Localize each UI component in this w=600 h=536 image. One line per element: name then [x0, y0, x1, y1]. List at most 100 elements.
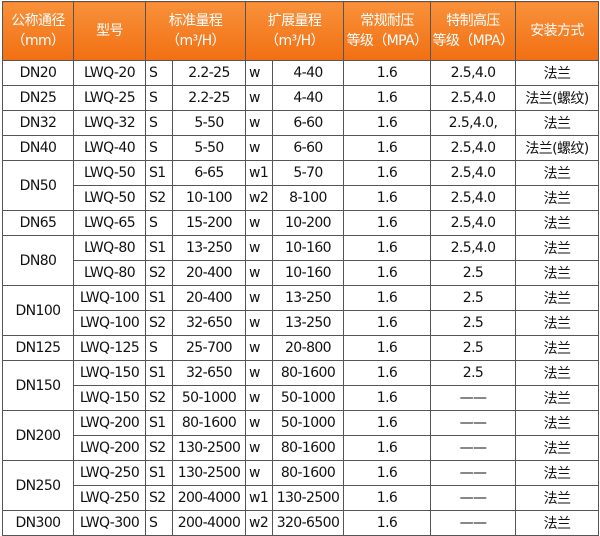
cell-install: 法兰 [515, 485, 599, 511]
cell-normal-pressure: 1.6 [343, 160, 431, 186]
cell-special-pressure: 2.5,4.0 [430, 185, 516, 211]
cell-special-pressure: 2.5,4.0 [430, 160, 516, 186]
cell-model: LWQ-65 [73, 210, 146, 236]
cell-ext-range: 130-2500 [272, 485, 344, 511]
cell-model: LWQ-50 [73, 185, 146, 211]
cell-install: 法兰 [515, 510, 599, 536]
table-row: DN250 LWQ-250 S1 130-2500 w 80-1600 1.6 —— 法兰 [2, 460, 599, 511]
cell-install: 法兰 [515, 285, 599, 311]
cell-ext-code: w [245, 235, 273, 261]
cell-install: 法兰 [515, 385, 599, 411]
cell-ext-range: 6-60 [272, 110, 344, 136]
table-row: DN125 LWQ-125 S 25-700 w 20-800 1.6 2.5 法兰 [2, 335, 599, 361]
cell-std-range: 25-700 [172, 335, 246, 361]
cell-std-range: 5-50 [172, 135, 246, 161]
cell-normal-pressure: 1.6 [343, 110, 431, 136]
cell-std-range: 200-4000 [172, 485, 246, 511]
cell-ext-code: w [245, 335, 273, 361]
cell-normal-pressure: 1.6 [343, 185, 431, 211]
cell-std-range: 50-1000 [172, 385, 246, 411]
cell-ext-range: 80-1600 [272, 435, 344, 461]
cell-ext-range: 8-100 [272, 185, 344, 211]
cell-std-code: S [145, 135, 173, 161]
cell-normal-pressure: 1.6 [343, 485, 431, 511]
header-normal-pressure-label: 常规耐压 [360, 13, 414, 29]
cell-special-pressure: 2.5,4.0 [430, 85, 516, 111]
cell-normal-pressure: 1.6 [343, 135, 431, 161]
cell-install: 法兰 [515, 185, 599, 211]
cell-ext-code: w1 [245, 485, 273, 511]
cell-model: LWQ-150 [73, 360, 146, 386]
cell-ext-code: w [245, 85, 273, 111]
table-row: DN50 LWQ-50 S1 6-65 w1 5-70 1.6 2.5,4.0 法兰 [2, 160, 599, 211]
cell-dn: DN100 [2, 285, 74, 336]
cell-ext-range: 5-70 [272, 160, 344, 186]
cell-dn: DN25 [2, 85, 74, 111]
cell-std-range: 13-250 [172, 235, 246, 261]
table-row: LWQ-200 S2 130-2500 w 80-1600 1.6 —— 法兰 [3, 435, 599, 461]
cell-special-pressure: 2.5 [430, 285, 516, 311]
cell-install: 法兰 [515, 210, 599, 236]
cell-std-code: S2 [145, 435, 173, 461]
cell-normal-pressure: 1.6 [343, 435, 431, 461]
cell-model: LWQ-20 [73, 60, 146, 86]
cell-ext-range: 80-1600 [272, 460, 344, 486]
cell-model: LWQ-200 [73, 410, 146, 436]
cell-ext-code: w [245, 110, 273, 136]
header-std-range-unit: （m³/H） [166, 33, 226, 49]
cell-special-pressure: 2.5 [430, 335, 516, 361]
cell-std-code: S [145, 85, 173, 111]
cell-install: 法兰 [515, 260, 599, 286]
cell-dn: DN250 [2, 460, 74, 511]
cell-special-pressure: —— [430, 435, 516, 461]
header-dn-label: 公称通径 [11, 13, 65, 29]
cell-special-pressure: —— [430, 460, 516, 486]
cell-std-range: 130-2500 [172, 435, 246, 461]
cell-ext-range: 20-800 [272, 335, 344, 361]
cell-std-code: S1 [145, 235, 173, 261]
cell-ext-code: w [245, 410, 273, 436]
cell-normal-pressure: 1.6 [343, 360, 431, 386]
cell-normal-pressure: 1.6 [343, 385, 431, 411]
cell-std-code: S2 [145, 185, 173, 211]
table-row: LWQ-80 S2 20-400 w 10-160 1.6 2.5 法兰 [3, 260, 599, 286]
cell-std-code: S2 [145, 385, 173, 411]
cell-normal-pressure: 1.6 [343, 460, 431, 486]
cell-special-pressure: —— [430, 410, 516, 436]
cell-ext-code: w [245, 210, 273, 236]
table-row: LWQ-50 S2 10-100 w2 8-100 1.6 2.5,4.0 法兰 [3, 185, 599, 211]
cell-std-range: 200-4000 [172, 510, 246, 536]
header-special-pressure-unit: 等级（MPA） [432, 33, 514, 49]
header-special-pressure-label: 特制高压 [446, 13, 500, 29]
cell-normal-pressure: 1.6 [343, 285, 431, 311]
cell-special-pressure: 2.5,4.0 [430, 235, 516, 261]
cell-ext-code: w2 [245, 185, 273, 211]
cell-model: LWQ-300 [73, 510, 146, 536]
cell-std-range: 6-65 [172, 160, 246, 186]
cell-model: LWQ-25 [73, 85, 146, 111]
cell-ext-code: w [245, 260, 273, 286]
header-ext-range-unit: （m³/H） [265, 33, 325, 49]
header-std-range: 标准量程 （m³/H） [145, 1, 246, 61]
cell-std-code: S1 [145, 160, 173, 186]
table-row: DN65 LWQ-65 S 15-200 w 10-200 1.6 2.5,4.0 法兰 [2, 210, 599, 236]
cell-std-code: S1 [145, 360, 173, 386]
cell-install: 法兰 [515, 460, 599, 486]
cell-dn: DN200 [2, 410, 74, 461]
table-row: DN100 LWQ-100 S1 20-400 w 13-250 1.6 2.5 法兰 [2, 285, 599, 336]
cell-ext-range: 4-40 [272, 60, 344, 86]
cell-dn: DN65 [2, 210, 74, 236]
table-row: LWQ-150 S2 50-1000 w 50-1000 1.6 —— 法兰 [3, 385, 599, 411]
cell-model: LWQ-200 [73, 435, 146, 461]
cell-std-range: 5-50 [172, 110, 246, 136]
table-row: LWQ-250 S2 200-4000 w1 130-2500 1.6 —— 法兰 [3, 485, 599, 511]
cell-ext-code: w [245, 285, 273, 311]
table-row: DN300 LWQ-300 S 200-4000 w2 320-6500 1.6 —— 法兰 [2, 510, 599, 536]
cell-special-pressure: 2.5,4.0, [430, 110, 516, 136]
cell-std-range: 10-100 [172, 185, 246, 211]
cell-dn: DN50 [2, 160, 74, 211]
cell-install: 法兰(螺纹) [515, 135, 599, 161]
cell-std-code: S [145, 60, 173, 86]
cell-model: LWQ-100 [73, 285, 146, 311]
